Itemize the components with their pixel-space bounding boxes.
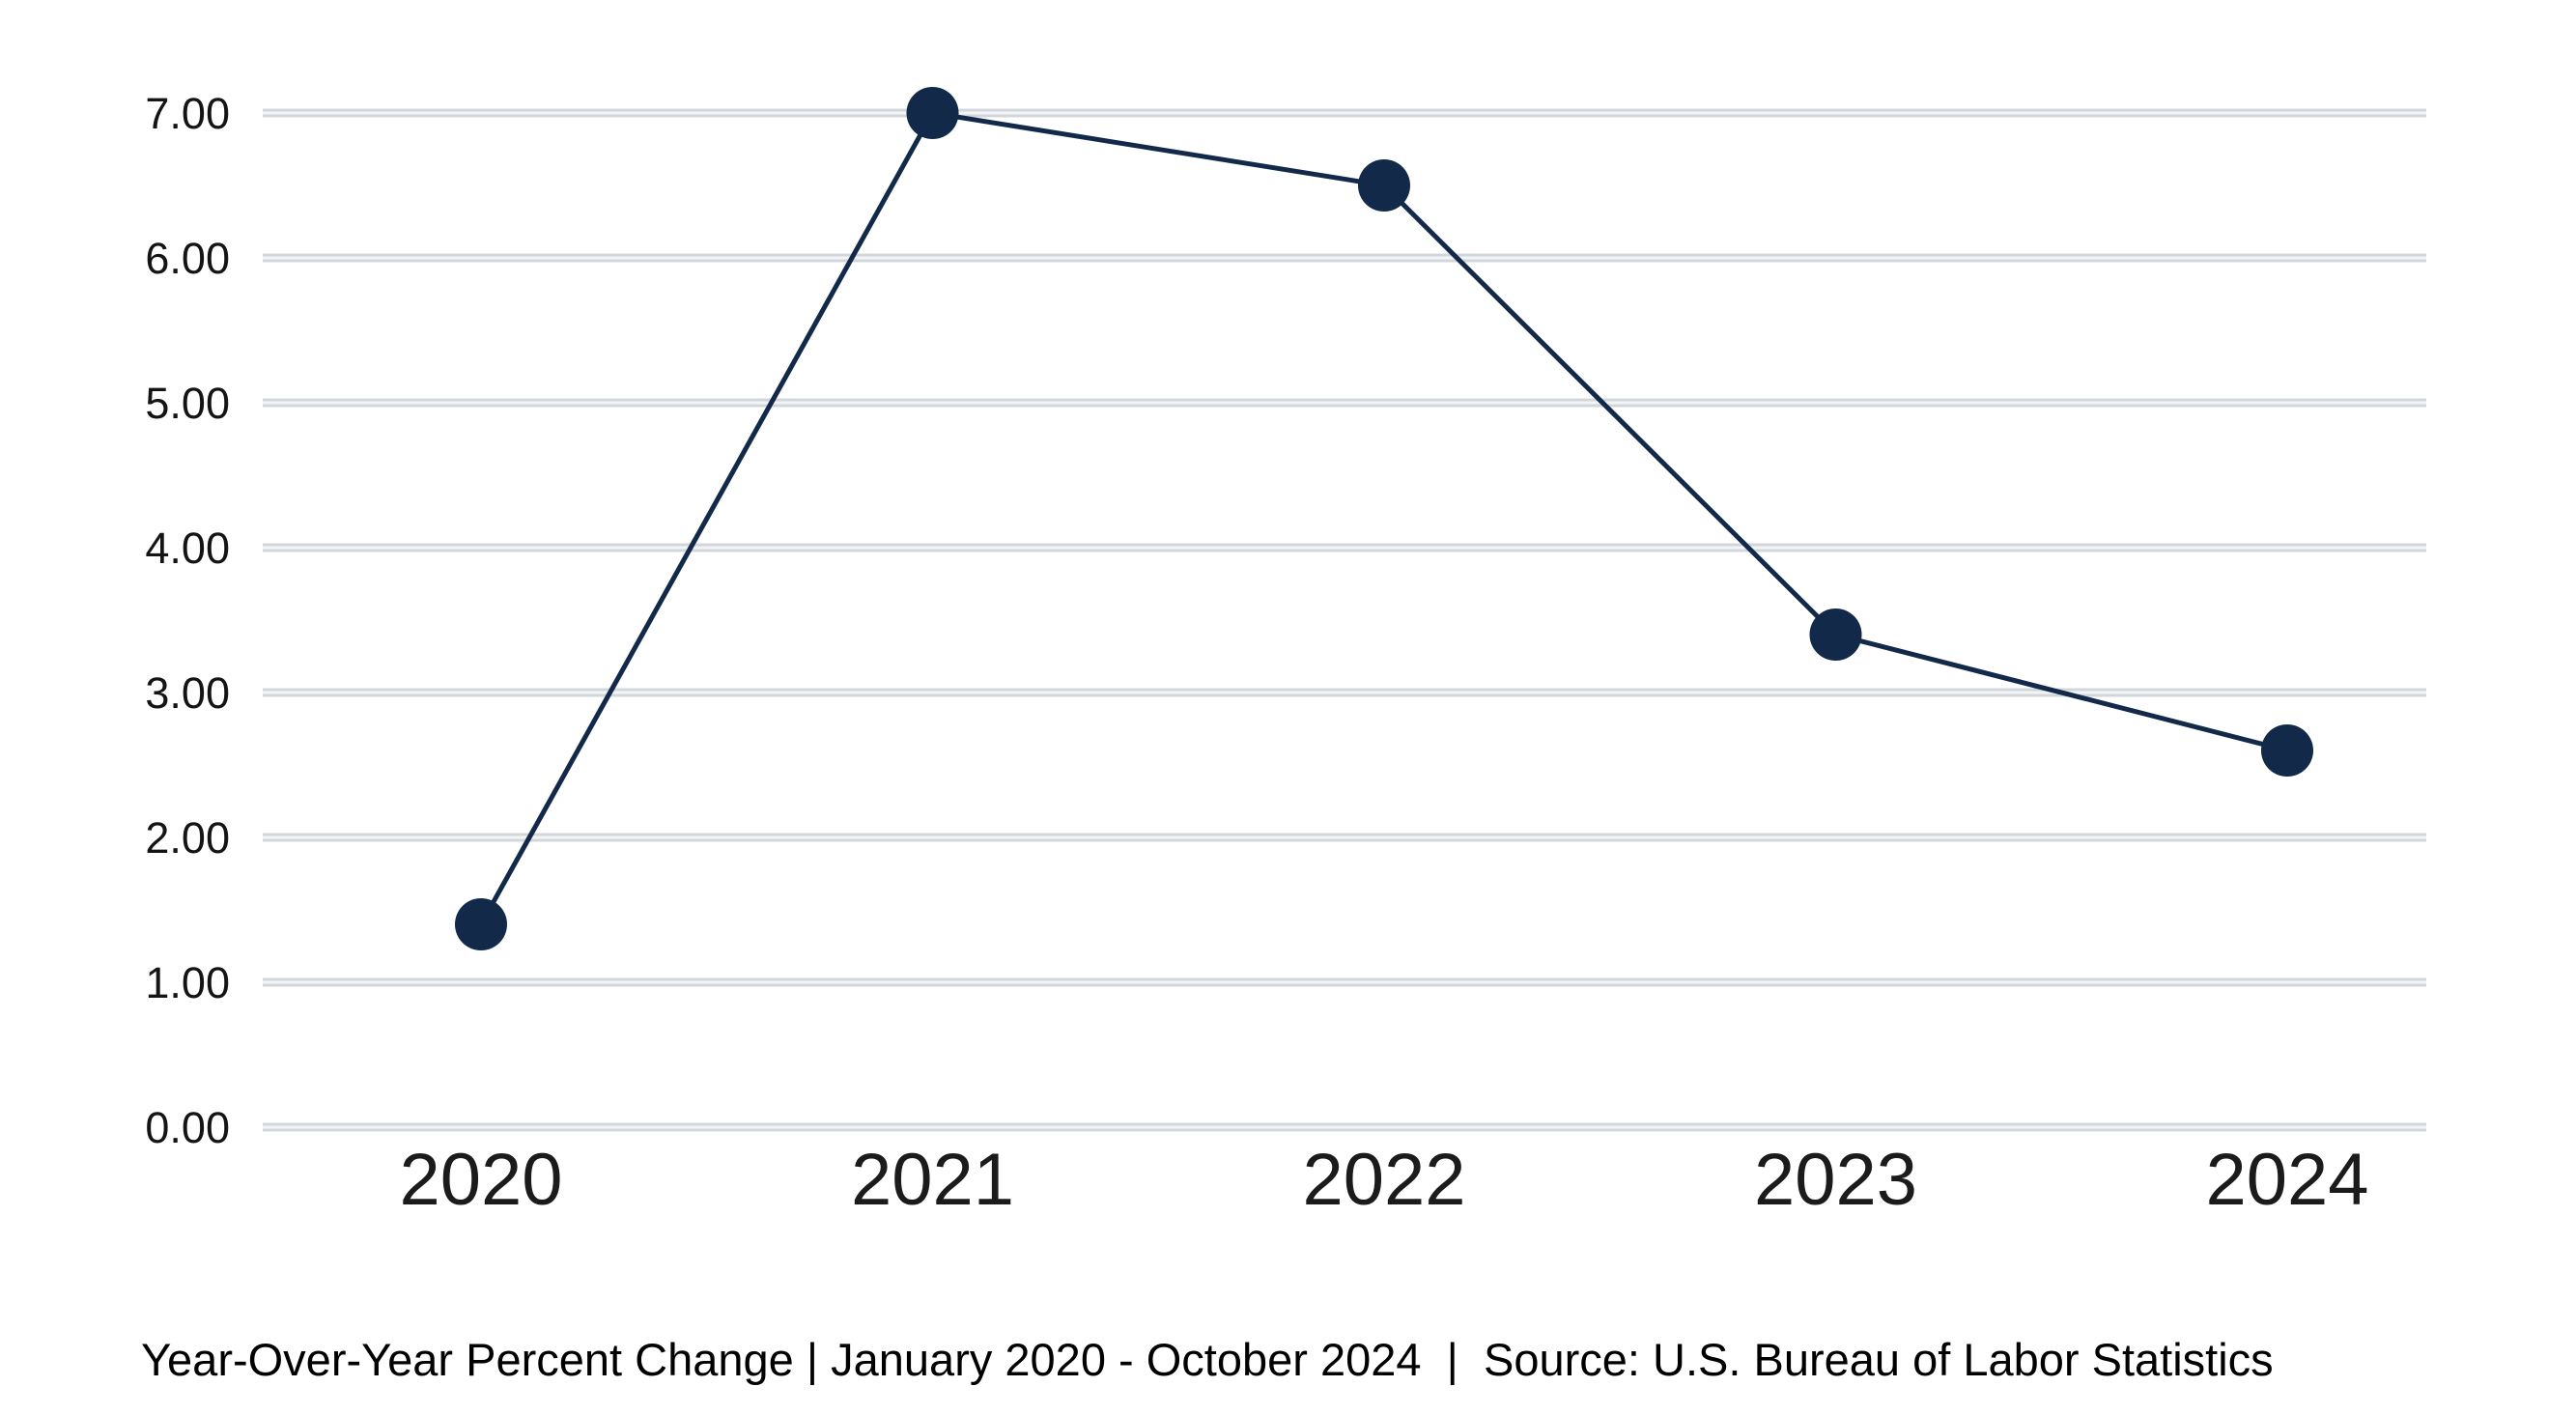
gridline-inner bbox=[263, 691, 2426, 694]
trend-line bbox=[478, 110, 2288, 926]
gridline bbox=[263, 549, 2426, 552]
gridline bbox=[263, 259, 2426, 263]
gridline bbox=[263, 983, 2426, 987]
y-axis-tick-label: 3.00 bbox=[145, 668, 230, 718]
gridline bbox=[263, 833, 2426, 836]
gridline bbox=[263, 253, 2426, 257]
gridline bbox=[263, 1128, 2426, 1132]
gridline bbox=[263, 404, 2426, 408]
gridline-inner bbox=[263, 256, 2426, 260]
y-axis-tick-label: 1.00 bbox=[145, 958, 230, 1007]
gridline bbox=[263, 114, 2426, 118]
data-point bbox=[1809, 608, 1862, 661]
y-axis-tick-label: 5.00 bbox=[145, 379, 230, 428]
data-point bbox=[2261, 724, 2313, 777]
gridline-inner bbox=[263, 401, 2426, 405]
data-point bbox=[1358, 159, 1410, 212]
gridline-inner bbox=[263, 980, 2426, 984]
y-axis-tick-label: 0.00 bbox=[145, 1103, 230, 1152]
x-axis-tick-label: 2022 bbox=[1302, 1139, 1465, 1221]
gridline bbox=[263, 688, 2426, 692]
gridline-inner bbox=[263, 1125, 2426, 1129]
gridline bbox=[263, 1122, 2426, 1126]
gridline bbox=[263, 977, 2426, 981]
x-axis-tick-label: 2021 bbox=[851, 1139, 1014, 1221]
y-axis-tick-label: 2.00 bbox=[145, 813, 230, 863]
gridline bbox=[263, 543, 2426, 547]
data-point bbox=[906, 87, 959, 139]
gridline bbox=[263, 398, 2426, 402]
y-axis-tick-label: 6.00 bbox=[145, 234, 230, 283]
gridline-inner bbox=[263, 835, 2426, 839]
x-axis-tick-label: 2020 bbox=[399, 1139, 562, 1221]
data-point bbox=[455, 898, 507, 950]
gridline bbox=[263, 693, 2426, 697]
gridline bbox=[263, 108, 2426, 112]
x-axis-tick-label: 2023 bbox=[1754, 1139, 1917, 1221]
x-axis-tick-label: 2024 bbox=[2205, 1139, 2368, 1221]
y-axis-tick-label: 4.00 bbox=[145, 524, 230, 573]
y-axis-tick-label: 7.00 bbox=[145, 89, 230, 138]
gridline bbox=[263, 838, 2426, 842]
gridline-inner bbox=[263, 546, 2426, 550]
chart-caption: Year-Over-Year Percent Change | January … bbox=[141, 1334, 2274, 1385]
gridline-inner bbox=[263, 111, 2426, 115]
